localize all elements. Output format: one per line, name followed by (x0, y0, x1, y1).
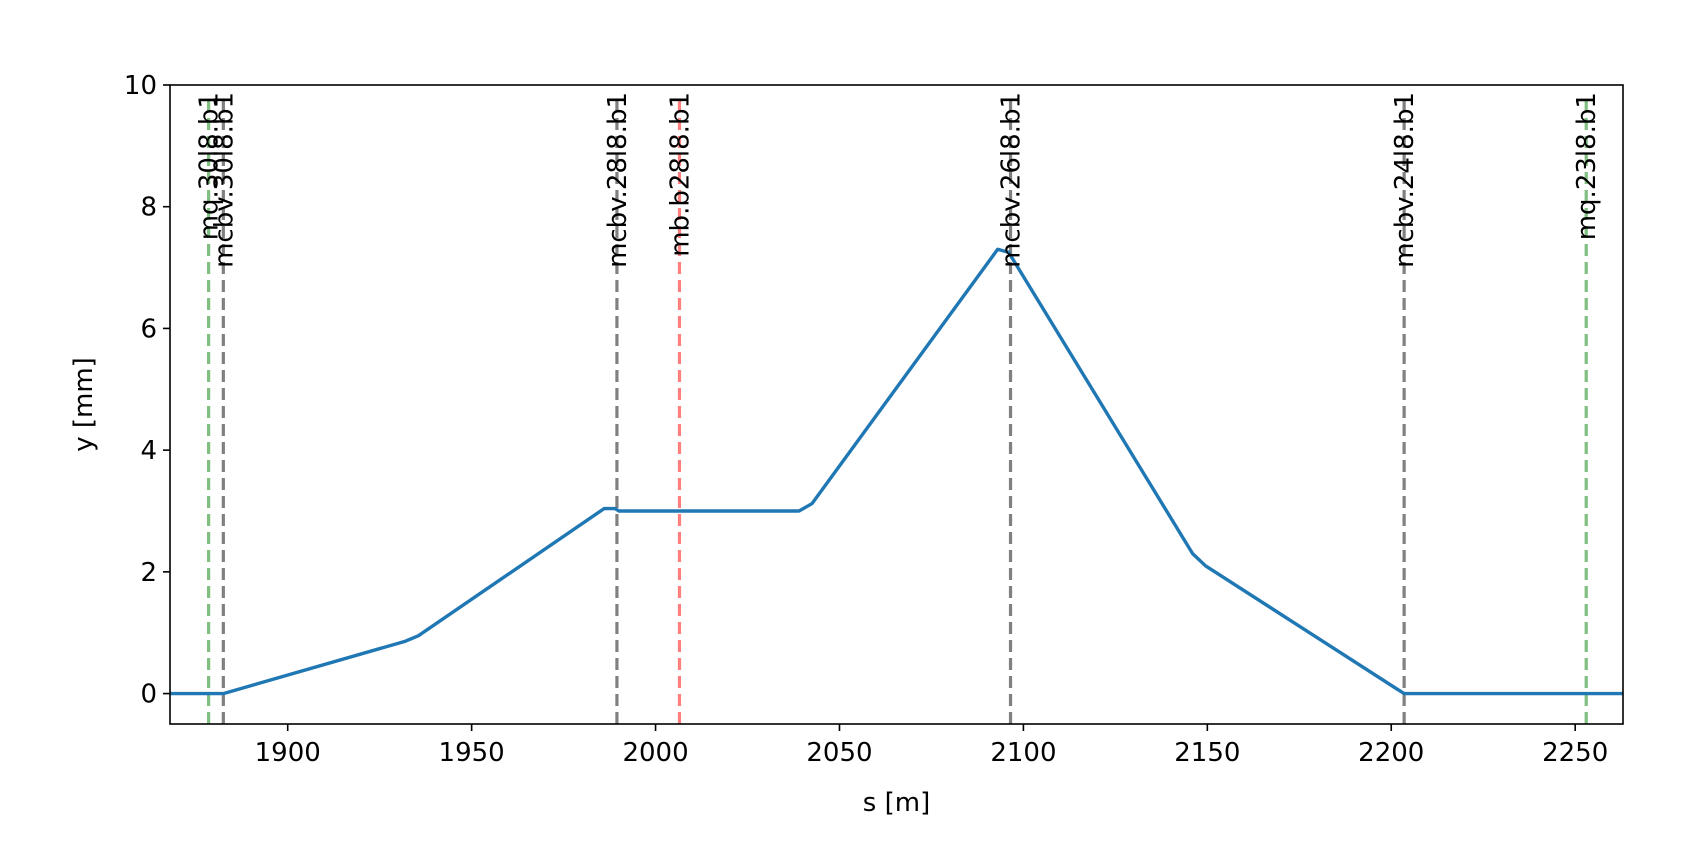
marker-label-4: mcbv.26l8.b1 (997, 92, 1027, 268)
y-tick-label-2: 4 (140, 436, 157, 466)
marker-label-1: mcbv.30l8.b1 (209, 92, 239, 268)
marker-label-2: mcbv.28l8.b1 (603, 92, 633, 268)
x-tick-label-4: 2100 (990, 738, 1056, 768)
y-axis-label: y [mm] (69, 357, 99, 452)
x-tick-label-5: 2150 (1174, 738, 1240, 768)
y-tick-label-5: 10 (124, 71, 157, 101)
y-axis-ticks: 0 2 4 6 8 10 (124, 71, 170, 710)
y-tick-label-0: 0 (140, 680, 157, 710)
y-tick-label-3: 6 (140, 314, 157, 344)
y-tick-label-1: 2 (140, 558, 157, 588)
series-line-0 (170, 247, 1623, 696)
x-tick-label-3: 2050 (806, 738, 872, 768)
x-axis-label: s [m] (863, 788, 930, 818)
x-tick-label-2: 2000 (622, 738, 688, 768)
y-tick-label-4: 8 (140, 193, 157, 223)
marker-label-5: mcbv.24l8.b1 (1390, 92, 1420, 268)
x-axis-ticks: 1900 1950 2000 2050 2100 2150 2200 2250 (255, 724, 1608, 768)
x-tick-label-1: 1950 (439, 738, 505, 768)
marker-lines (207, 94, 1588, 724)
x-tick-label-6: 2200 (1358, 738, 1424, 768)
plot-frame (169, 84, 1624, 725)
x-tick-label-7: 2250 (1542, 738, 1608, 768)
series-layer (170, 247, 1623, 696)
marker-label-6: mq.23l8.b1 (1572, 92, 1602, 240)
x-tick-label-0: 1900 (255, 738, 321, 768)
marker-label-3: mb.b28l8.b1 (665, 92, 695, 257)
marker-label-0: mq.30l8.b1 (195, 92, 225, 240)
